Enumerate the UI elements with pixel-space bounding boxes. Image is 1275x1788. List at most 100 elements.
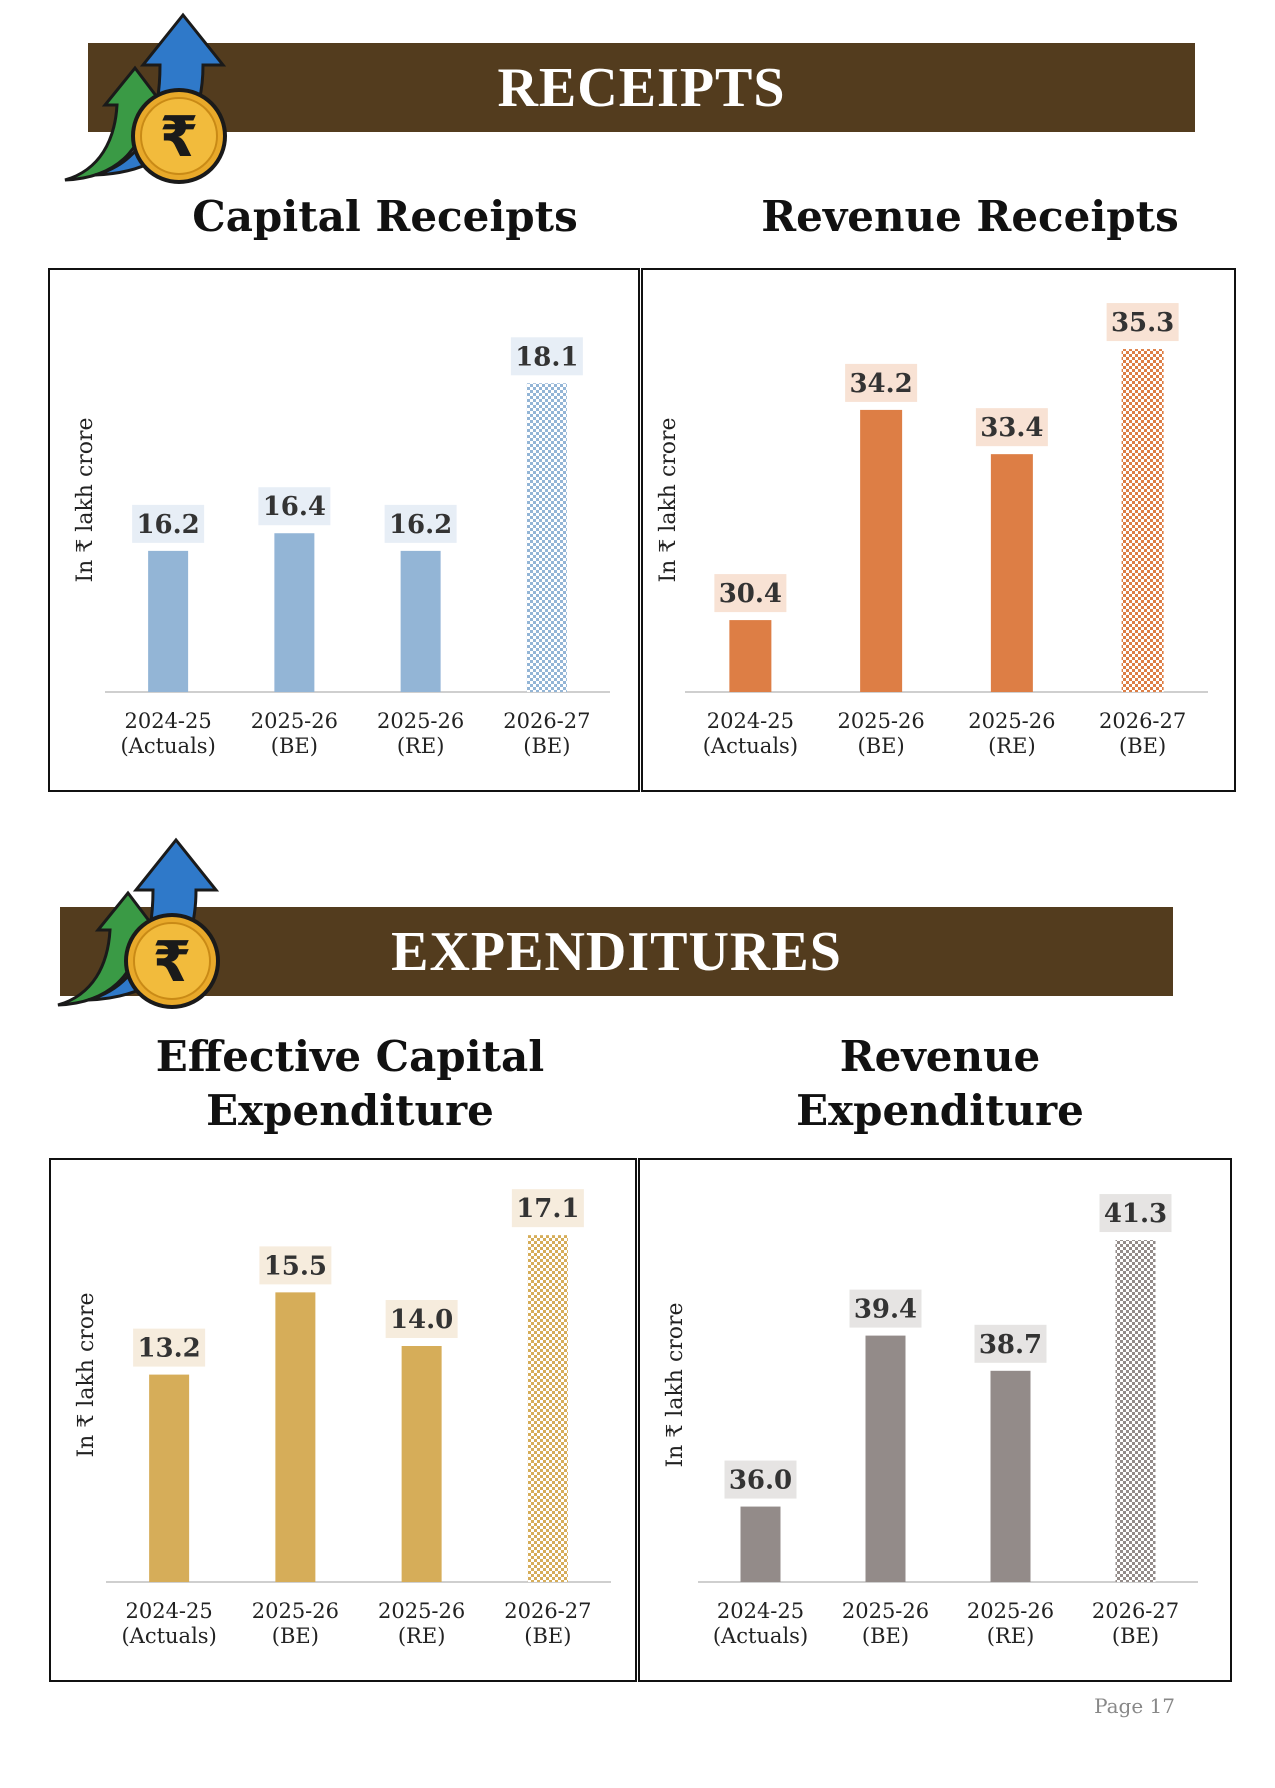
y-axis-label: In ₹ lakh crore <box>74 1292 99 1457</box>
expenditures-banner: EXPENDITURES <box>60 907 1173 996</box>
data-label-3: 18.1 <box>515 342 578 372</box>
data-label-bg-2 <box>385 1300 458 1338</box>
revenue-expenditure-plot: In ₹ lakh crore 36.0 2024-25(Actuals) 39.4 2… <box>663 1194 1198 1648</box>
rupee-coin-icon: ₹ <box>131 88 227 184</box>
svg-text:₹: ₹ <box>153 930 192 995</box>
bar-0 <box>740 1506 781 1582</box>
data-label-1: 16.4 <box>263 492 326 522</box>
receipts-heading: RECEIPTS <box>497 56 786 119</box>
data-label-bg-1 <box>845 363 918 402</box>
x-tick-label-1: 2025-26 <box>252 1599 339 1623</box>
y-axis-label: In ₹ lakh crore <box>656 417 681 582</box>
data-label-3: 17.1 <box>516 1194 579 1224</box>
svg-text:₹: ₹ <box>160 105 199 170</box>
bar-1 <box>274 533 315 692</box>
x-tick-sublabel-3: (BE) <box>1119 734 1166 758</box>
data-label-bg-0 <box>724 1460 797 1499</box>
effective-capex-title: Effective Capital Expenditure <box>155 1032 545 1135</box>
data-label-3: 41.3 <box>1104 1199 1167 1229</box>
capital-receipts-plot: In ₹ lakh crore 16.2 2024-25(Actuals) 16.4 2… <box>73 337 610 758</box>
revenue-receipts-chart: In ₹ lakh crore 30.4 2024-25 (Actuals) 34.2 2… <box>641 268 1236 792</box>
data-label-bg-2 <box>384 504 457 543</box>
data-label-0: 36.0 <box>729 1466 792 1496</box>
expenditures-heading: EXPENDITURES <box>391 920 842 983</box>
rupee-growth-icon: ₹ <box>64 12 227 184</box>
data-label-2: 16.2 <box>389 510 452 540</box>
revenue-receipts-title: Revenue Receipts <box>761 192 1179 241</box>
bar-3 <box>1115 1240 1156 1582</box>
bar-3 <box>1121 349 1164 692</box>
x-tick-label-0: 2024-25 <box>717 1599 804 1623</box>
data-label-0: 30.4 <box>719 579 782 609</box>
x-tick-label-1: 2025-26 <box>837 709 924 733</box>
revenue-receipts-plot: In ₹ lakh crore 30.4 2024-25(Actuals) 34.2 2… <box>656 303 1208 758</box>
x-tick-label-1: 2025-26 <box>251 709 338 733</box>
bar-2 <box>401 1346 442 1582</box>
bar-1 <box>275 1292 316 1582</box>
data-label-bg-2 <box>974 1324 1047 1363</box>
data-label-1: 39.4 <box>854 1295 917 1325</box>
x-tick-label-2: 2025-26 <box>967 1599 1054 1623</box>
data-label-bg-0 <box>133 1328 206 1367</box>
revenue-expenditure-chart: In ₹ lakh crore 36.0 2024-25 (Actuals) 39.4 2… <box>638 1158 1232 1682</box>
x-tick-label-0: 2024-25 <box>125 1599 212 1623</box>
data-label-bg-3 <box>510 337 583 376</box>
effective-capex-chart: In ₹ lakh crore 13.2 2024-25 (Actuals) 15.5 2… <box>49 1158 637 1682</box>
x-tick-label-2: 2025-26 <box>378 1599 465 1623</box>
y-axis-label: In ₹ lakh crore <box>663 1302 688 1467</box>
x-tick-label-0: 2024-25 <box>124 709 211 733</box>
x-tick-sublabel-2: (RE) <box>398 1624 446 1648</box>
data-label-bg-0 <box>714 574 787 613</box>
data-label-bg-1 <box>258 487 331 526</box>
x-tick-sublabel-1: (BE) <box>862 1624 909 1648</box>
x-tick-sublabel-0: (Actuals) <box>121 1624 216 1648</box>
x-tick-label-0: 2024-25 <box>707 709 794 733</box>
x-tick-sublabel-0: (Actuals) <box>120 734 215 758</box>
x-tick-sublabel-1: (BE) <box>272 1624 319 1648</box>
page-label: Page <box>1094 1694 1144 1718</box>
x-tick-sublabel-3: (BE) <box>524 1624 571 1648</box>
data-label-bg-3 <box>1099 1194 1172 1233</box>
bar-1 <box>865 1335 906 1582</box>
bar-0 <box>729 620 772 692</box>
effective-capex-plot: In ₹ lakh crore 13.2 2024-25(Actuals) 15.5 2… <box>74 1189 611 1648</box>
x-tick-sublabel-3: (BE) <box>523 734 570 758</box>
bar-2 <box>990 454 1033 692</box>
data-label-2: 38.7 <box>979 1330 1042 1360</box>
x-tick-label-1: 2025-26 <box>842 1599 929 1623</box>
x-tick-label-2: 2025-26 <box>377 709 464 733</box>
x-tick-label-3: 2026-27 <box>1092 1599 1179 1623</box>
x-tick-sublabel-1: (BE) <box>271 734 318 758</box>
x-tick-sublabel-0: (Actuals) <box>703 734 798 758</box>
x-tick-sublabel-2: (RE) <box>397 734 445 758</box>
data-label-bg-1 <box>259 1246 332 1285</box>
bar-3 <box>527 1235 568 1582</box>
x-tick-label-3: 2026-27 <box>504 1599 591 1623</box>
bar-3 <box>526 383 567 692</box>
rupee-growth-icon-2: ₹ <box>57 837 220 1009</box>
capital-receipts-title: Capital Receipts <box>192 192 578 241</box>
capital-receipts-chart: In ₹ lakh crore 16.2 2024-25 (Actuals) 16.4 2… <box>48 268 640 792</box>
data-label-0: 16.2 <box>136 510 199 540</box>
page-number-value: 17 <box>1149 1694 1175 1718</box>
x-tick-label-3: 2026-27 <box>1099 709 1186 733</box>
bar-2 <box>400 550 441 692</box>
data-label-bg-1 <box>849 1289 922 1328</box>
data-label-2: 33.4 <box>980 413 1043 443</box>
data-label-2: 14.0 <box>390 1305 453 1335</box>
bar-0 <box>148 550 189 692</box>
y-axis-label: In ₹ lakh crore <box>73 417 98 582</box>
data-label-bg-0 <box>132 504 205 543</box>
data-label-1: 34.2 <box>849 369 912 399</box>
bar-0 <box>149 1374 190 1582</box>
data-label-bg-3 <box>1106 303 1179 342</box>
x-tick-sublabel-3: (BE) <box>1112 1624 1159 1648</box>
x-tick-sublabel-0: (Actuals) <box>713 1624 808 1648</box>
x-tick-sublabel-1: (BE) <box>858 734 905 758</box>
data-label-1: 15.5 <box>264 1251 327 1281</box>
x-tick-sublabel-2: (RE) <box>987 1624 1035 1648</box>
x-tick-sublabel-2: (RE) <box>988 734 1036 758</box>
x-tick-label-3: 2026-27 <box>503 709 590 733</box>
bar-2 <box>990 1370 1031 1582</box>
data-label-bg-3 <box>511 1189 584 1228</box>
